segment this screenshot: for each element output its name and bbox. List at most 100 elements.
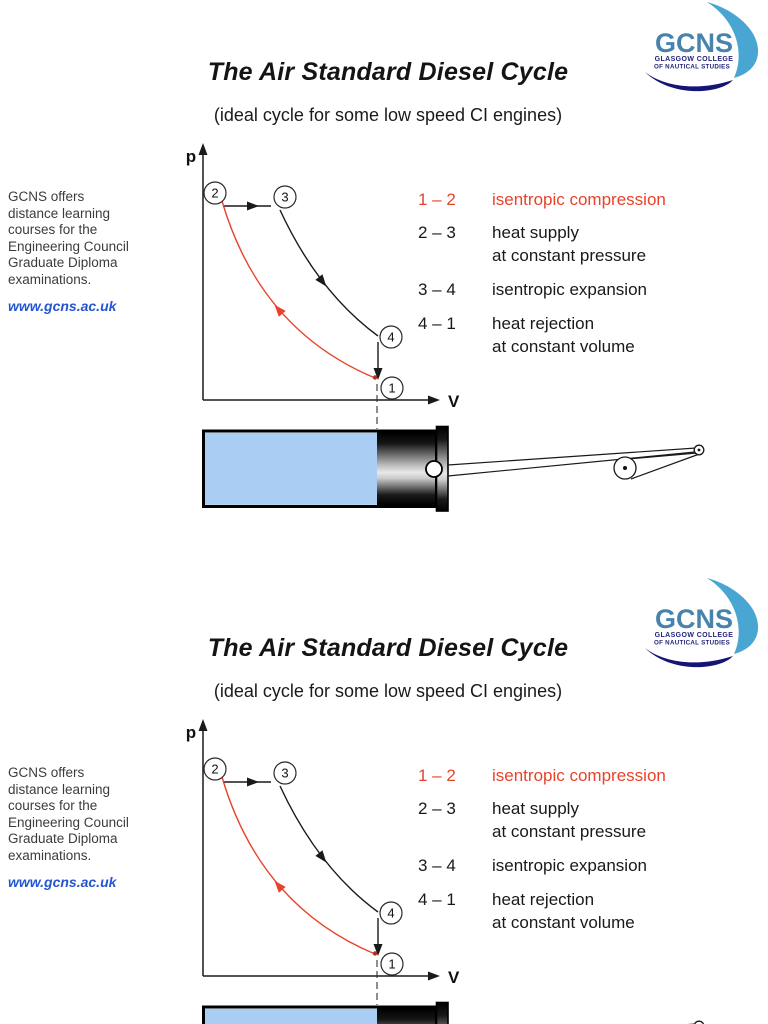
state-marker-3: 3: [273, 185, 297, 209]
svg-text:4: 4: [387, 330, 394, 345]
state-marker-4: 4: [379, 901, 403, 925]
crank-pin: [693, 1020, 705, 1024]
gas-volume: [205, 1008, 377, 1024]
cycle-processes: [221, 776, 383, 956]
sidebar-text-line: Graduate Diploma: [8, 831, 118, 846]
piston-cap: [435, 1001, 449, 1024]
axes: p V: [186, 143, 460, 411]
legend-desc: isentropic expansion: [492, 280, 647, 299]
slide-subtitle: (ideal cycle for some low speed CI engin…: [213, 105, 563, 125]
connecting-rod-upper: [447, 447, 697, 466]
slide-title: The Air Standard Diesel Cycle: [207, 58, 569, 86]
crank-web-lower: [630, 453, 699, 480]
legend-range: 2 – 3: [418, 223, 456, 242]
svg-text:2: 2: [211, 186, 218, 201]
svg-text:4: 4: [387, 906, 394, 921]
legend-desc: at constant volume: [492, 913, 635, 932]
gcns-logo: GCNS GLASGOW COLLEGE OF NAUTICAL STUDIES: [645, 578, 759, 668]
logo-sail-shape: [707, 578, 759, 654]
sidebar-note: GCNS offers distance learning courses fo…: [8, 765, 168, 891]
sidebar-note: GCNS offers distance learning courses fo…: [8, 189, 168, 315]
logo-acronym: GCNS: [655, 28, 733, 58]
svg-text:3: 3: [281, 190, 288, 205]
gas-volume: [205, 432, 377, 505]
process-1-2-curve: [221, 776, 376, 955]
logo-college-line1: GLASGOW COLLEGE: [655, 56, 734, 63]
legend-row-1-2: 1 – 2 isentropic compression: [418, 764, 666, 787]
sidebar-text-line: Engineering Council: [8, 238, 129, 254]
svg-text:1: 1: [388, 957, 395, 972]
y-axis-arrow: [198, 719, 208, 731]
process-3-4-curve: [279, 785, 379, 913]
legend-range: 2 – 3: [418, 799, 456, 818]
state-marker-2: 2: [203, 757, 227, 781]
legend-row-2-3: 2 – 3 heat supply at constant pressure: [418, 221, 646, 267]
sidebar-text-line: courses for the: [8, 222, 98, 237]
logo-swoosh: [645, 72, 733, 92]
state-1-dot: [372, 951, 378, 956]
svg-text:1: 1: [388, 381, 395, 396]
state-1-dot: [372, 375, 378, 380]
legend-range: 4 – 1: [418, 890, 456, 909]
legend-range: 1 – 2: [418, 190, 456, 209]
logo-college-line1: GLASGOW COLLEGE: [655, 632, 734, 639]
piston-cylinder-assembly: [202, 1001, 705, 1024]
x-axis-label: V: [448, 968, 460, 987]
logo-sail-shape: [707, 2, 759, 78]
legend-desc: at constant pressure: [492, 822, 647, 841]
gcns-website-link[interactable]: www.gcns.ac.uk: [8, 298, 117, 314]
page-1: GCNS GLASGOW COLLEGE OF NAUTICAL STUDIES…: [8, 2, 759, 512]
state-marker-3: 3: [273, 761, 297, 785]
legend-desc: heat rejection: [492, 890, 595, 909]
cylinder-outline: [202, 1005, 438, 1024]
svg-text:2: 2: [211, 762, 218, 777]
slide-subtitle: (ideal cycle for some low speed CI engin…: [213, 681, 563, 701]
gcns-website-link[interactable]: www.gcns.ac.uk: [8, 874, 117, 890]
x-axis-arrow: [428, 971, 440, 981]
legend-row-3-4: 3 – 4 isentropic expansion: [418, 854, 647, 877]
legend-row-3-4: 3 – 4 isentropic expansion: [418, 278, 647, 301]
slide: GCNS GLASGOW COLLEGE OF NAUTICAL STUDIES…: [0, 576, 768, 1024]
piston-body: [377, 1008, 437, 1024]
process-1-2-curve: [221, 200, 376, 379]
legend-desc: isentropic compression: [492, 766, 666, 785]
legend-row-1-2: 1 – 2 isentropic compression: [418, 188, 666, 211]
state-marker-1: 1: [380, 376, 404, 400]
page-2: GCNS GLASGOW COLLEGE OF NAUTICAL STUDIES…: [0, 576, 768, 1024]
y-axis-label: p: [186, 147, 196, 166]
legend-row-4-1: 4 – 1 heat rejection at constant volume: [418, 888, 635, 934]
gcns-logo: GCNS GLASGOW COLLEGE OF NAUTICAL STUDIES: [645, 2, 759, 92]
connecting-rod-lower: [447, 451, 696, 477]
logo-college-line2: OF NAUTICAL STUDIES: [654, 640, 730, 647]
sidebar-text-line: examinations.: [8, 847, 92, 863]
legend-desc: isentropic expansion: [492, 856, 647, 875]
logo-acronym: GCNS: [655, 604, 733, 634]
cycle-processes: [221, 200, 383, 380]
legend-desc: heat supply: [492, 223, 579, 242]
y-axis-label: p: [186, 723, 196, 742]
logo-swoosh: [645, 648, 733, 668]
state-marker-2: 2: [203, 181, 227, 205]
state-marker-1: 1: [380, 952, 404, 976]
sidebar-text-line: distance learning: [8, 205, 111, 221]
legend-row-2-3: 2 – 3 heat supply at constant pressure: [418, 797, 646, 843]
wrist-pin: [425, 460, 443, 478]
legend-desc: at constant volume: [492, 337, 635, 356]
legend-row-4-1: 4 – 1 heat rejection at constant volume: [418, 312, 635, 358]
sidebar-text-line: examinations.: [8, 271, 92, 287]
logo-college-line2: OF NAUTICAL STUDIES: [654, 64, 730, 71]
axes: p V: [186, 719, 460, 987]
piston-cylinder-assembly: [202, 425, 705, 512]
legend-desc: heat supply: [492, 799, 579, 818]
sidebar-text-line: GCNS offers: [8, 189, 85, 204]
legend-range: 3 – 4: [418, 856, 456, 875]
slide-title: The Air Standard Diesel Cycle: [207, 634, 569, 662]
x-axis-label: V: [448, 392, 460, 411]
svg-text:3: 3: [281, 766, 288, 781]
y-axis-arrow: [198, 143, 208, 155]
sidebar-text-line: Engineering Council: [8, 814, 129, 830]
sidebar-text-line: GCNS offers: [8, 765, 85, 780]
pv-diagram: p V: [186, 719, 705, 1024]
pv-diagram: p V: [186, 143, 705, 512]
